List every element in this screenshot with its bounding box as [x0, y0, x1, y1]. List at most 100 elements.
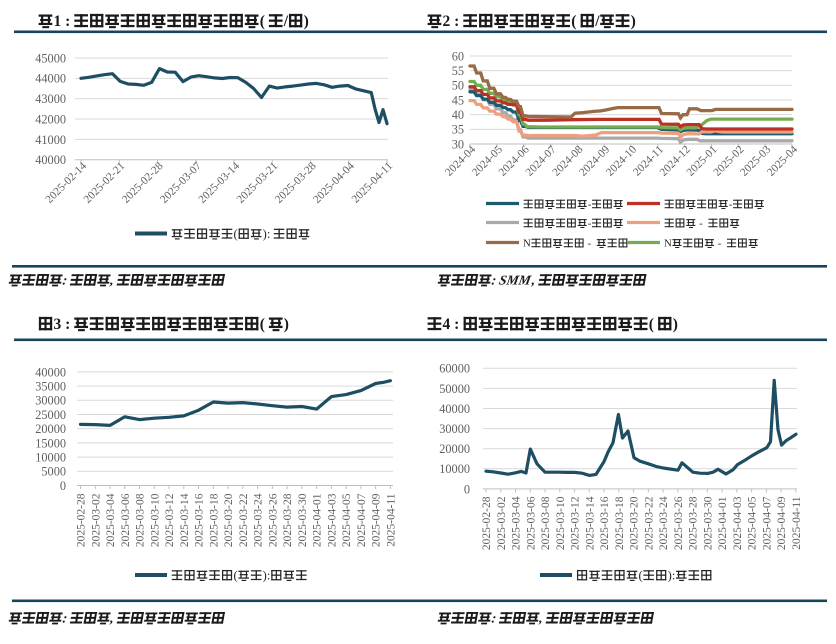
svg-text:SMM: SMM: [498, 273, 533, 288]
svg-text:55: 55: [452, 64, 464, 78]
svg-text:2025-03-04: 2025-03-04: [105, 493, 117, 547]
svg-text:):: ):: [263, 569, 271, 583]
svg-text:-: -: [729, 199, 733, 211]
svg-text:2025-03-12: 2025-03-12: [164, 493, 176, 547]
svg-text:2025-03-02: 2025-03-02: [90, 493, 102, 547]
svg-text:2025-03-06: 2025-03-06: [525, 496, 537, 550]
svg-text:,: ,: [108, 273, 115, 288]
svg-text:N: N: [664, 238, 672, 250]
svg-text:43000: 43000: [35, 92, 66, 106]
svg-text:2025-04-05: 2025-04-05: [341, 493, 353, 547]
svg-text:44000: 44000: [35, 72, 66, 86]
svg-text:2025-03-12: 2025-03-12: [570, 496, 582, 550]
svg-text:): ): [263, 227, 267, 241]
svg-text:N: N: [523, 238, 531, 250]
svg-text:2025-04-03: 2025-04-03: [732, 496, 744, 550]
svg-text:10000: 10000: [35, 451, 66, 465]
svg-text::: :: [65, 316, 70, 333]
svg-text:2025-04-01: 2025-04-01: [717, 496, 729, 550]
svg-text:3: 3: [54, 316, 62, 333]
svg-text:): ): [631, 13, 636, 30]
svg-text:2025-03-06: 2025-03-06: [120, 493, 132, 547]
svg-text:,: ,: [537, 611, 544, 626]
svg-text:2025-04-01: 2025-04-01: [312, 493, 324, 547]
svg-text:): ): [284, 316, 289, 333]
svg-text::: :: [454, 316, 459, 333]
svg-text:):: ):: [668, 569, 676, 583]
svg-text:10000: 10000: [439, 462, 470, 476]
svg-text:2025-04-07: 2025-04-07: [761, 496, 773, 550]
svg-text:2025-03-18: 2025-03-18: [208, 493, 220, 547]
svg-text:2025-03-14: 2025-03-14: [179, 493, 191, 547]
svg-text:(: (: [234, 569, 238, 583]
svg-text:2025-03-08: 2025-03-08: [135, 493, 147, 547]
svg-text:2025-03-10: 2025-03-10: [149, 493, 161, 547]
svg-text:35: 35: [452, 123, 464, 137]
svg-text:,: ,: [108, 611, 115, 626]
svg-text:): ): [304, 13, 309, 30]
svg-text:2025-03-22: 2025-03-22: [238, 493, 250, 547]
svg-text:40000: 40000: [439, 402, 470, 416]
svg-text:2025-04-05: 2025-04-05: [747, 496, 759, 550]
svg-text:2025-03-30: 2025-03-30: [297, 493, 309, 547]
svg-text:45000: 45000: [35, 51, 66, 65]
svg-text:2025-04-09: 2025-04-09: [776, 496, 788, 550]
svg-text:/: /: [283, 13, 289, 30]
svg-text:(: (: [260, 316, 265, 333]
svg-text:30000: 30000: [439, 422, 470, 436]
svg-text:40: 40: [452, 108, 464, 122]
svg-text:0: 0: [60, 479, 66, 493]
svg-text:60000: 60000: [439, 362, 470, 376]
svg-text:15000: 15000: [35, 436, 66, 450]
svg-text:2025-03-02: 2025-03-02: [496, 496, 508, 550]
svg-text::: :: [65, 13, 70, 30]
svg-text::: :: [490, 273, 497, 288]
svg-text:2025-03-08: 2025-03-08: [540, 496, 552, 550]
svg-text:2025-03-24: 2025-03-24: [253, 493, 265, 547]
svg-text:2025-03-28: 2025-03-28: [688, 496, 700, 550]
svg-text:30: 30: [452, 137, 464, 151]
svg-text:50: 50: [452, 79, 464, 93]
svg-text:2025-03-16: 2025-03-16: [194, 493, 206, 547]
svg-text:-: -: [587, 238, 591, 250]
svg-text:2025-03-30: 2025-03-30: [702, 496, 714, 550]
svg-text:-: -: [699, 218, 703, 230]
svg-text:(: (: [639, 569, 643, 583]
svg-text:1: 1: [54, 13, 62, 30]
svg-text::: :: [490, 611, 497, 626]
svg-text:2025-02-28: 2025-02-28: [481, 496, 493, 550]
svg-text:-: -: [718, 238, 722, 250]
svg-text:2025-03-10: 2025-03-10: [555, 496, 567, 550]
svg-text:42000: 42000: [35, 112, 66, 126]
svg-text:2025-03-16: 2025-03-16: [599, 496, 611, 550]
svg-text:20000: 20000: [35, 422, 66, 436]
svg-text:-: -: [588, 199, 592, 211]
svg-text:41000: 41000: [35, 133, 66, 147]
svg-text:2025-03-28: 2025-03-28: [282, 493, 294, 547]
svg-text:(: (: [571, 13, 576, 30]
svg-text:2025-03-20: 2025-03-20: [629, 496, 641, 550]
svg-text:(: (: [260, 13, 265, 30]
svg-text:-: -: [588, 218, 592, 230]
svg-text:40000: 40000: [35, 153, 66, 167]
svg-text:): ): [673, 316, 678, 333]
svg-text:35000: 35000: [35, 380, 66, 394]
svg-text::: :: [61, 611, 68, 626]
svg-text:0: 0: [464, 482, 470, 496]
svg-text:2025-03-14: 2025-03-14: [584, 496, 596, 550]
svg-text:5000: 5000: [41, 465, 66, 479]
svg-text:2025-04-07: 2025-04-07: [356, 493, 368, 547]
svg-text:2025-04-09: 2025-04-09: [371, 493, 383, 547]
svg-text:2025-03-04: 2025-03-04: [511, 496, 523, 550]
svg-text:25000: 25000: [35, 408, 66, 422]
svg-text:/: /: [594, 13, 600, 30]
svg-text:(: (: [234, 227, 238, 241]
svg-text:2025-02-28: 2025-02-28: [76, 493, 88, 547]
svg-text::: :: [454, 13, 459, 30]
svg-text::: :: [61, 273, 68, 288]
svg-text:30000: 30000: [35, 394, 66, 408]
svg-text:2025-03-22: 2025-03-22: [643, 496, 655, 550]
svg-text:20000: 20000: [439, 442, 470, 456]
svg-text:2025-03-20: 2025-03-20: [223, 493, 235, 547]
svg-text:2025-03-26: 2025-03-26: [267, 493, 279, 547]
